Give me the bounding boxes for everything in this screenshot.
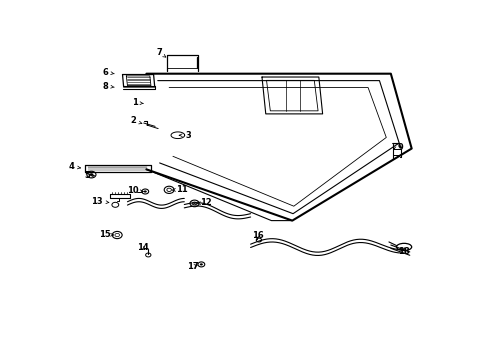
Text: 16: 16 [251,231,263,240]
Text: 8: 8 [103,82,114,91]
Circle shape [200,263,203,266]
Text: 3: 3 [179,131,191,140]
Circle shape [89,173,93,176]
Text: 9: 9 [393,143,403,152]
Text: 18: 18 [397,247,409,256]
Text: 17: 17 [187,262,199,271]
Text: 1: 1 [132,98,143,107]
Text: 15: 15 [99,230,113,239]
Text: 7: 7 [157,48,165,57]
Text: 6: 6 [102,68,114,77]
Text: 11: 11 [172,185,187,194]
Text: 13: 13 [91,197,109,206]
Text: 14: 14 [137,243,148,252]
Text: 2: 2 [130,116,142,125]
Text: 5: 5 [84,171,94,180]
Text: 4: 4 [69,162,81,171]
Text: 12: 12 [197,198,211,207]
Circle shape [143,190,146,193]
Text: 10: 10 [126,186,143,195]
